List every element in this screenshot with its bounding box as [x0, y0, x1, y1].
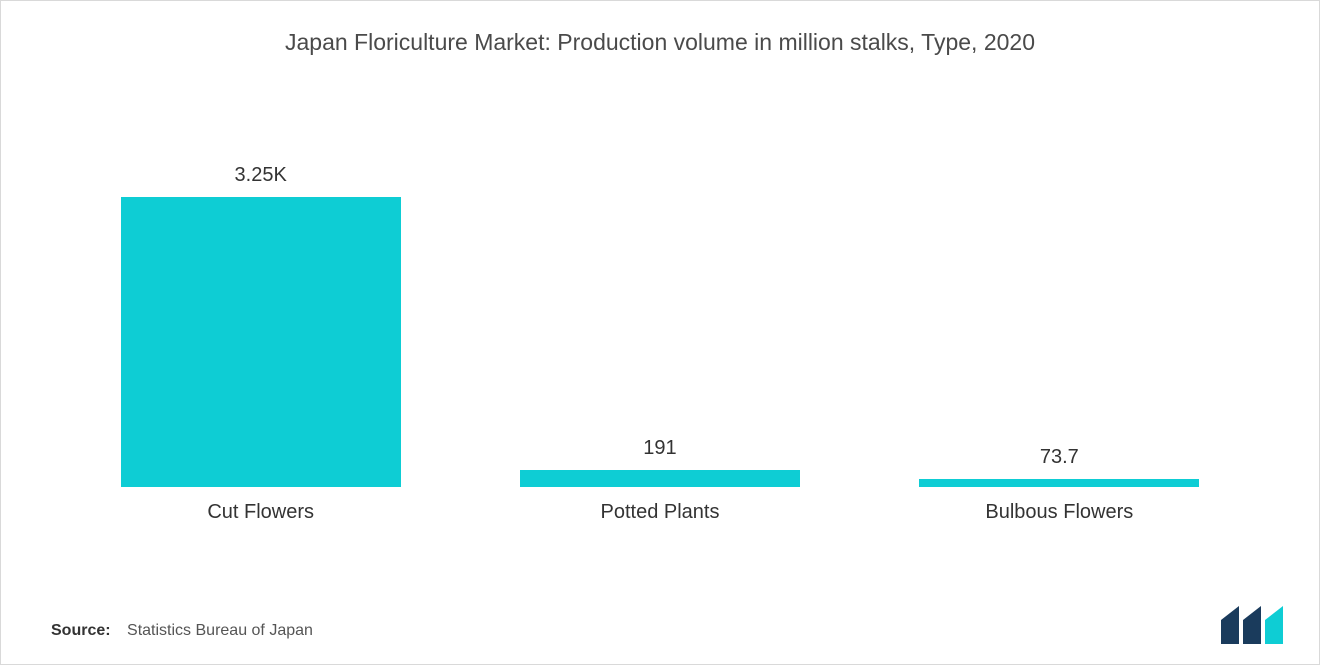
chart-title: Japan Floriculture Market: Production vo…	[1, 1, 1319, 56]
bar-group: 191 Potted Plants	[460, 437, 859, 524]
bar-value-label: 191	[643, 437, 676, 460]
bar	[121, 197, 401, 487]
bar	[520, 470, 800, 487]
bar-value-label: 73.7	[1040, 446, 1079, 469]
bar	[919, 479, 1199, 487]
bar-group: 3.25K Cut Flowers	[61, 164, 460, 524]
bar-category-label: Cut Flowers	[207, 501, 314, 524]
brand-logo-icon	[1221, 606, 1291, 644]
bar-value-label: 3.25K	[235, 164, 287, 187]
source-label: Source:	[51, 622, 111, 639]
source-text: Statistics Bureau of Japan	[127, 622, 313, 639]
source-footer: Source: Statistics Bureau of Japan	[51, 622, 313, 640]
bar-group: 73.7 Bulbous Flowers	[860, 446, 1259, 524]
bar-category-label: Potted Plants	[601, 501, 720, 524]
chart-area: 3.25K Cut Flowers 191 Potted Plants 73.7 Bulb…	[61, 101, 1259, 524]
bar-category-label: Bulbous Flowers	[985, 501, 1133, 524]
